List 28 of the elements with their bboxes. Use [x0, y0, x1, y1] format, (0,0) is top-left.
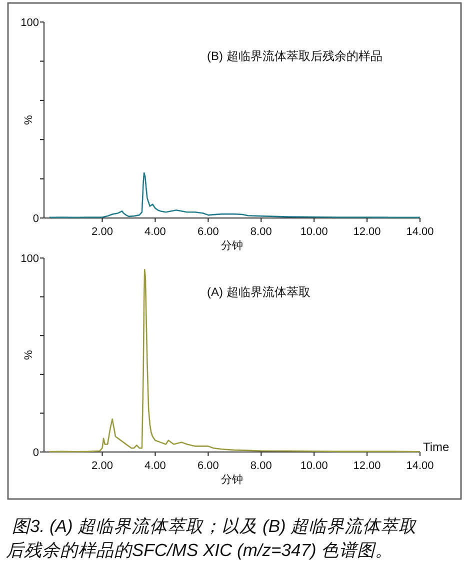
- y-tick-label: 100: [20, 253, 39, 265]
- x-tick-label: 2.00: [92, 460, 113, 472]
- y-tick-label: 0: [32, 213, 39, 225]
- text: Time: [423, 440, 450, 454]
- x-tick-label: 10.00: [300, 226, 328, 238]
- line-series: [48, 268, 421, 452]
- caption: 图3. (A) 超临界流体萃取；以及 (B) 超临界流体萃取后残余的样品的SFC/MS XIC (m/z=347) 色谱图。: [6, 516, 418, 560]
- x-tick-label: 12.00: [353, 460, 381, 472]
- x-tick-label: 12.00: [353, 226, 381, 238]
- y-axis-title: %: [23, 350, 35, 360]
- y-tick-label: 100: [20, 17, 39, 29]
- x-tick-label: 2.00: [92, 226, 113, 238]
- x-tick-label: 4.00: [144, 226, 166, 238]
- annotation: (A) 超临界流体萃取: [207, 285, 310, 299]
- x-tick-label: 10.00: [300, 460, 328, 472]
- x-tick-label: 8.00: [250, 226, 272, 238]
- y-axis-title: %: [23, 114, 35, 125]
- line-series: [48, 172, 421, 218]
- annotation: (B) 超临界流体萃取后残余的样品: [207, 49, 382, 63]
- x-axis-title: 分钟: [221, 240, 243, 252]
- x-tick-label: 6.00: [197, 226, 219, 238]
- x-tick-label: 4.00: [144, 460, 166, 472]
- x-tick-label: 6.00: [197, 460, 219, 472]
- y-tick-label: 0: [32, 447, 39, 459]
- x-tick-label: 8.00: [250, 460, 272, 472]
- x-axis-title: 分钟: [221, 474, 243, 486]
- x-tick-label: 14.00: [406, 226, 434, 238]
- x-tick-label: 14.00: [406, 460, 434, 472]
